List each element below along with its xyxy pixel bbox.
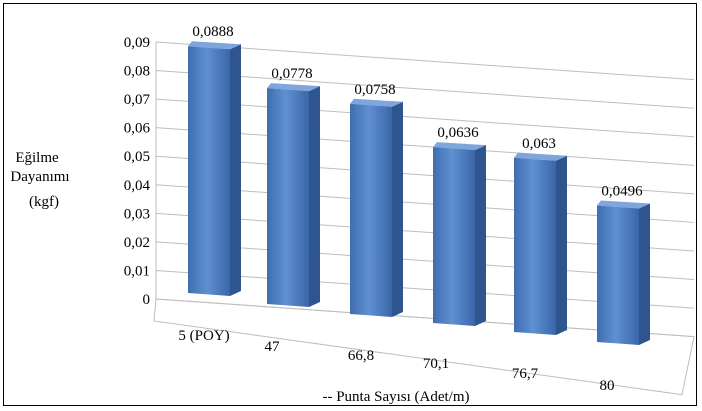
y-axis-label-line: Eğilme [15, 150, 59, 166]
x-tick-label: 80 [600, 378, 615, 394]
y-tick-label: 0 [143, 292, 151, 308]
gridline [155, 41, 695, 81]
bar [433, 142, 486, 326]
value-label: 0,0636 [437, 125, 479, 141]
gridline [155, 155, 695, 195]
x-tick-label: 5 (POY) [178, 328, 229, 344]
gridline [155, 127, 695, 166]
bar-top [597, 200, 650, 209]
y-axis-ticks: 0 0,01 0,02 0,03 0,04 0,05 0,06 0,07 0,08 0,09 [124, 35, 151, 308]
y-tick-label: 0,01 [124, 263, 150, 279]
gridline [155, 70, 695, 109]
bar-front [514, 157, 556, 335]
value-label: 0,063 [522, 136, 556, 152]
bar-top [433, 142, 486, 151]
bar-side [230, 44, 241, 296]
bar-front [267, 88, 309, 307]
bar-side [475, 145, 486, 326]
x-axis-ticks: 5 (POY) 47 66,8 70,1 76,7 80 [178, 328, 614, 394]
bar-top [514, 152, 567, 161]
bar-top [267, 83, 320, 92]
bar-front [433, 147, 475, 326]
bar-side [392, 101, 403, 317]
bars [188, 41, 650, 345]
gridline [155, 98, 695, 138]
bar-chart: 0 0,01 0,02 0,03 0,04 0,05 0,06 0,07 0,08 0,09 0,… [10, 24, 695, 405]
y-tick-label: 0,05 [124, 149, 150, 165]
bar [350, 98, 403, 317]
value-labels: 0,0888 0,0778 0,0758 0,0636 0,063 0,0496 [192, 24, 643, 199]
bar [267, 83, 320, 307]
y-tick-label: 0,09 [124, 35, 150, 51]
y-axis-label: Eğilme Dayanımı (kgf) [10, 150, 69, 210]
bar-front [188, 46, 230, 296]
bar [514, 152, 567, 335]
y-tick-label: 0,07 [124, 92, 151, 108]
x-tick-label: 66,8 [348, 348, 374, 364]
bar [597, 200, 650, 345]
y-axis-label-line: (kgf) [29, 194, 59, 210]
bar-front [350, 103, 392, 317]
y-tick-label: 0,03 [124, 206, 150, 222]
chart-frame: 0 0,01 0,02 0,03 0,04 0,05 0,06 0,07 0,08 0,09 0,… [3, 3, 697, 406]
y-tick-label: 0,02 [124, 235, 150, 251]
x-axis-label: -- Punta Sayısı (Adet/m) [322, 389, 469, 405]
bar-top [350, 98, 403, 107]
value-label: 0,0758 [354, 82, 395, 98]
x-tick-label: 70,1 [423, 356, 449, 372]
bar-side [556, 155, 567, 335]
bar-side [309, 86, 320, 307]
bar-top [188, 41, 241, 50]
bar [188, 41, 241, 296]
value-label: 0,0888 [192, 24, 233, 40]
y-axis-label-line: Dayanımı [10, 169, 69, 185]
bar-side [639, 203, 650, 345]
y-tick-label: 0,04 [124, 178, 151, 194]
y-tick-label: 0,06 [124, 121, 151, 137]
value-label: 0,0496 [601, 183, 643, 199]
x-tick-label: 47 [265, 339, 281, 355]
x-tick-label: 76,7 [512, 366, 539, 382]
y-tick-label: 0,08 [124, 64, 150, 80]
value-label: 0,0778 [271, 66, 312, 82]
bar-front [597, 205, 639, 345]
